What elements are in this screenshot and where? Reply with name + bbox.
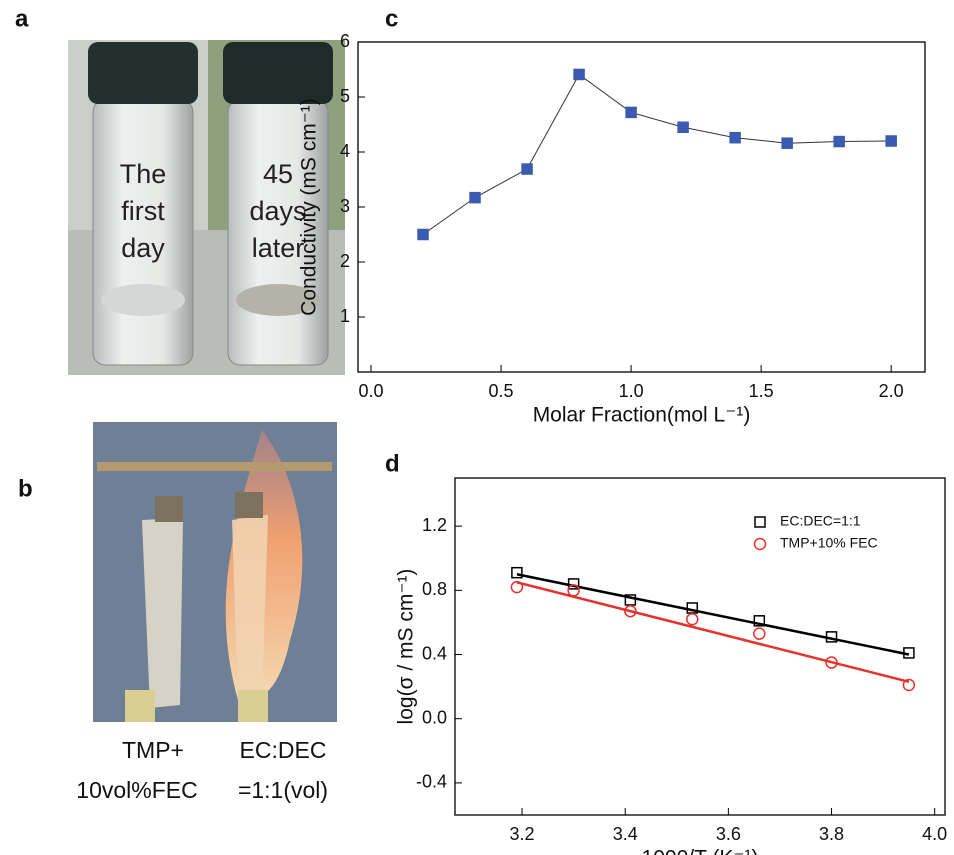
data-point <box>511 566 523 579</box>
data-point <box>903 647 915 659</box>
data-point <box>567 584 580 597</box>
legend-marker <box>753 537 767 551</box>
panel-label: a <box>15 5 29 32</box>
panel-label: d <box>385 450 400 477</box>
data-point <box>625 106 637 119</box>
x-axis-label: Molar Fraction(mol L⁻¹) <box>533 404 751 427</box>
plot-frame <box>357 41 926 373</box>
legend-label: TMP+10% FEC <box>780 535 878 551</box>
legend-label: EC:DEC=1:1 <box>780 513 861 529</box>
x-tick-label: 3.2 <box>510 824 535 844</box>
y-tick-label: 1.2 <box>422 515 447 535</box>
data-point <box>573 68 585 81</box>
x-tick-label: 1.0 <box>619 381 644 401</box>
y-tick-label: 4 <box>340 141 350 161</box>
data-point <box>781 137 793 149</box>
photo-a <box>68 40 345 375</box>
plot-frame <box>454 477 946 816</box>
x-axis-label: 1000/T (K⁻¹) <box>642 847 759 855</box>
x-tick-label: 2.0 <box>879 381 904 401</box>
y-axis-label: log(σ / mS cm⁻¹) <box>395 569 418 725</box>
x-tick-label: 3.4 <box>613 824 638 844</box>
data-point <box>833 135 845 148</box>
caption: 10vol%FEC <box>76 777 197 803</box>
data-point <box>521 163 533 175</box>
data-point <box>417 228 429 241</box>
x-tick-label: 3.6 <box>716 824 741 844</box>
data-point <box>753 627 766 640</box>
data-line <box>422 73 892 235</box>
x-tick-label: 4.0 <box>922 824 947 844</box>
y-tick-label: 1 <box>340 306 350 326</box>
caption: =1:1(vol) <box>238 777 328 803</box>
data-point <box>902 678 916 692</box>
legend-marker <box>754 516 766 528</box>
data-point <box>825 631 838 643</box>
data-point <box>753 615 766 627</box>
x-tick-label: 0.0 <box>358 381 383 401</box>
y-tick-label: 2 <box>340 251 350 271</box>
fit-line <box>516 581 910 684</box>
x-tick-label: 3.8 <box>819 824 844 844</box>
y-axis-label: Conductivity (mS cm⁻¹) <box>298 98 321 316</box>
caption: EC:DEC <box>240 737 327 763</box>
caption: 45 <box>263 159 293 189</box>
caption: The <box>120 159 167 189</box>
y-tick-label: 6 <box>340 31 350 51</box>
caption: days <box>249 196 306 226</box>
data-point <box>510 580 524 594</box>
caption: day <box>121 233 165 263</box>
y-tick-label: 0.8 <box>422 579 447 599</box>
caption: TMP+ <box>122 737 184 763</box>
panel-label: c <box>385 5 398 32</box>
caption: later <box>252 233 305 263</box>
data-point <box>686 612 699 626</box>
data-point <box>825 656 838 669</box>
caption: first <box>121 196 165 226</box>
y-tick-label: 5 <box>340 86 350 106</box>
x-tick-label: 1.5 <box>749 381 774 401</box>
y-tick-label: 0.4 <box>422 643 447 663</box>
y-tick-label: -0.4 <box>416 772 447 792</box>
fit-line <box>516 573 910 656</box>
x-tick-label: 0.5 <box>489 381 514 401</box>
data-point <box>885 135 897 147</box>
data-point <box>624 604 637 618</box>
panel-label: b <box>18 475 33 502</box>
y-tick-label: 0.0 <box>422 707 447 727</box>
data-point <box>469 191 481 204</box>
data-point <box>729 131 741 144</box>
data-point <box>567 578 580 590</box>
data-point <box>677 121 689 133</box>
y-tick-label: 3 <box>340 196 350 216</box>
photo-b <box>93 422 337 722</box>
